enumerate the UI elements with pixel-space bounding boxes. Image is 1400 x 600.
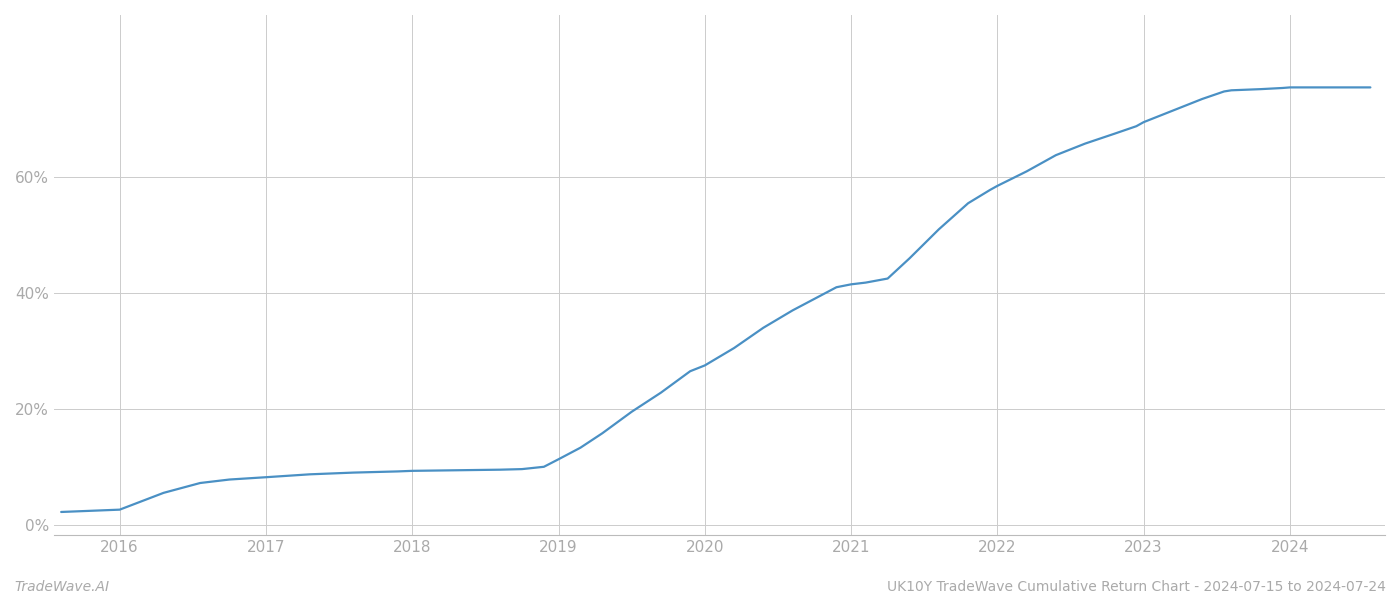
Text: UK10Y TradeWave Cumulative Return Chart - 2024-07-15 to 2024-07-24: UK10Y TradeWave Cumulative Return Chart … <box>888 580 1386 594</box>
Text: TradeWave.AI: TradeWave.AI <box>14 580 109 594</box>
